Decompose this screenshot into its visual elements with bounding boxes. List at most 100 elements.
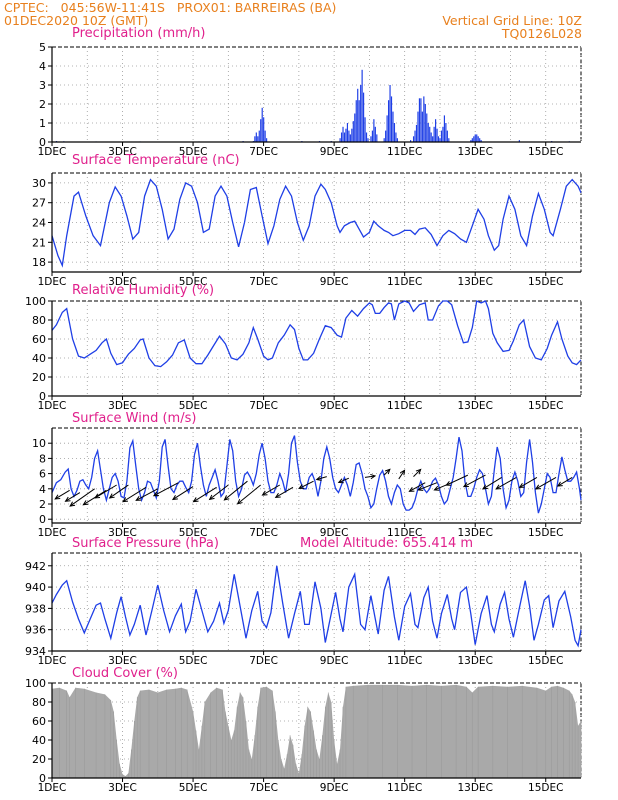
wind-arrow — [224, 480, 248, 501]
x-tick-label: 9DEC — [320, 527, 349, 539]
precip-bar — [445, 123, 447, 142]
x-tick-label: 5DEC — [179, 782, 208, 794]
wind-arrow — [446, 474, 469, 486]
x-tick-label: 15DEC — [528, 527, 563, 539]
precip-bar — [429, 126, 431, 142]
y-tick-label: 0 — [39, 136, 46, 149]
precip-bar — [430, 132, 432, 142]
x-tick-label: 5DEC — [179, 146, 208, 158]
precip-bar — [386, 115, 388, 142]
y-tick-label: 0 — [39, 513, 46, 526]
wind-arrow-head — [370, 473, 377, 480]
wind-arrow-head — [337, 478, 344, 484]
precip-bar — [414, 130, 416, 142]
x-tick-label: 11DEC — [387, 655, 422, 667]
wind-arrow-head — [415, 468, 422, 475]
wind-arrow — [275, 486, 294, 498]
precip-bar — [343, 132, 346, 142]
precip-bar — [442, 126, 444, 142]
precip-bar — [385, 130, 387, 142]
precip-bar — [474, 134, 476, 142]
x-tick-label: 15DEC — [528, 146, 563, 158]
wind-arrow-head — [69, 501, 76, 507]
wind-arrow — [495, 476, 517, 490]
y-tick-label: 60 — [32, 715, 46, 728]
precip-bar — [367, 138, 369, 142]
wind-arrow-head — [433, 485, 440, 491]
x-tick-label: 13DEC — [457, 146, 492, 158]
precip-bar — [392, 111, 394, 142]
precip-bar — [421, 111, 423, 142]
x-tick-label: 7DEC — [249, 276, 278, 288]
precip-bar — [435, 119, 437, 142]
wind-arrow — [364, 475, 376, 478]
x-tick-label: 3DEC — [108, 655, 137, 667]
wind-arrow-head — [556, 481, 563, 487]
wind-arrow-head — [534, 484, 541, 490]
precip-bar — [393, 123, 396, 142]
y-tick-label: 0 — [39, 772, 46, 785]
precip-bar — [363, 92, 365, 142]
precip-bar — [261, 107, 263, 142]
x-tick-label: 15DEC — [528, 276, 563, 288]
precip-bar — [376, 134, 378, 142]
y-tick-label: 1 — [39, 117, 46, 130]
precip-bar — [358, 100, 360, 142]
x-tick-label: 15DEC — [528, 400, 563, 412]
precip-bar — [364, 117, 366, 142]
wind-arrow — [135, 488, 159, 501]
y-tick-label: 60 — [32, 333, 46, 346]
panel-annotation: Model Altitude: 655.414 m — [300, 536, 473, 551]
precip-bar — [354, 113, 356, 142]
y-tick-label: 0 — [39, 390, 46, 403]
precip-bar — [365, 132, 368, 142]
wind-arrow-head — [236, 498, 243, 505]
precip-bar — [351, 128, 353, 142]
pressure-line — [51, 565, 582, 648]
precip-bar — [348, 130, 350, 142]
precip-bar — [390, 96, 393, 142]
precip-bar — [427, 123, 429, 142]
header-station-line: CPTEC: 045:56W-11:41S PROX01: BARREIRAS … — [4, 0, 337, 15]
precip-bar — [426, 113, 428, 142]
y-tick-label: 24 — [32, 217, 46, 230]
precip-bar — [374, 126, 376, 142]
y-tick-label: 936 — [25, 624, 46, 637]
y-tick-label: 940 — [25, 581, 46, 594]
wind-arrow — [237, 484, 261, 505]
precip-bar — [387, 100, 390, 142]
precip-bar — [339, 138, 341, 142]
precip-bar — [342, 126, 344, 142]
wind-arrow-head — [408, 487, 415, 492]
precip-bar — [446, 130, 448, 142]
wind-arrow-head — [135, 495, 142, 501]
panel-title: Precipitation (mm/h) — [72, 26, 205, 41]
y-tick-label: 30 — [32, 177, 46, 190]
x-tick-label: 9DEC — [320, 400, 349, 412]
wind-arrow-head — [122, 497, 129, 503]
precip-bar — [448, 138, 450, 142]
x-tick-label: 7DEC — [249, 782, 278, 794]
y-tick-label: 5 — [39, 41, 46, 54]
wind-arrow — [338, 477, 350, 483]
y-tick-label: 40 — [32, 352, 46, 365]
x-tick-label: 1DEC — [38, 400, 67, 412]
wind-arrow — [418, 482, 438, 491]
panel-title: Surface Temperature (nC) — [72, 153, 240, 168]
y-tick-label: 40 — [32, 734, 46, 747]
precip-bar — [355, 100, 357, 142]
precip-bar — [373, 119, 375, 142]
header-run-time: 01DEC2020 10Z (GMT) — [4, 13, 149, 28]
precip-bar — [479, 138, 481, 142]
wind-arrow-head — [274, 492, 281, 498]
x-tick-label: 13DEC — [457, 400, 492, 412]
y-tick-label: 938 — [25, 602, 46, 615]
wind-arrow — [262, 484, 281, 496]
x-tick-label: 9DEC — [320, 146, 349, 158]
wind-arrow — [54, 489, 70, 500]
precip-bar — [370, 136, 372, 142]
precip-bar — [439, 138, 441, 142]
precip-bar — [395, 132, 397, 142]
panel-title: Surface Wind (m/s) — [72, 411, 196, 426]
